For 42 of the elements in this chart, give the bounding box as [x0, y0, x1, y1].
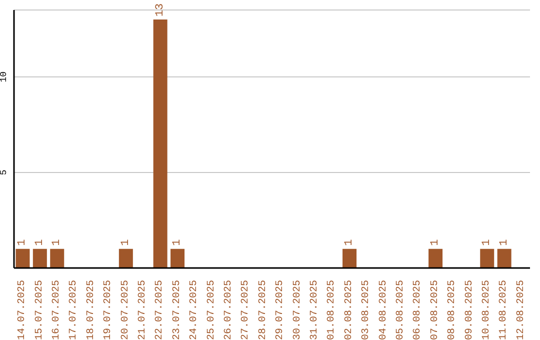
x-tick-label: 25.07.2025	[206, 280, 218, 340]
y-tick-label: 10	[0, 71, 9, 82]
x-tick-label: 23.07.2025	[172, 280, 183, 340]
x-tick-label: 09.08.2025	[464, 280, 476, 340]
x-tick-label: 10.08.2025	[482, 280, 492, 340]
x-tick-label: 15.07.2025	[34, 280, 46, 340]
x-tick-label: 16.07.2025	[52, 280, 62, 340]
data-label: 1	[172, 238, 184, 246]
x-tick-label: 02.08.2025	[344, 280, 355, 340]
data-label: 1	[120, 238, 132, 246]
data-label: 1	[51, 238, 64, 246]
x-tick-label: 12.08.2025	[516, 280, 527, 340]
data-label: 13	[154, 3, 166, 17]
x-tick-label: 08.08.2025	[447, 280, 458, 340]
x-tick-label: 04.08.2025	[378, 280, 390, 340]
x-tick-label: 31.07.2025	[310, 280, 320, 340]
x-tick-label: 22.07.2025	[154, 280, 166, 340]
x-tick-label: 21.07.2025	[138, 280, 148, 340]
x-tick-label: 11.08.2025	[498, 280, 510, 340]
x-tick-label: 17.07.2025	[68, 280, 80, 340]
x-tick-label: 19.07.2025	[103, 280, 114, 340]
data-label: 1	[481, 238, 494, 246]
x-tick-label: 07.08.2025	[430, 280, 441, 340]
data-label: 1	[498, 238, 510, 246]
x-tick-label: 28.07.2025	[258, 280, 269, 340]
x-tick-label: 29.07.2025	[275, 280, 286, 340]
x-tick-label: 03.08.2025	[361, 280, 372, 340]
x-tick-label: 20.07.2025	[120, 280, 132, 340]
x-tick-label: 05.08.2025	[396, 280, 406, 340]
x-tick-label: 06.08.2025	[412, 280, 424, 340]
data-label: 1	[34, 238, 46, 246]
x-tick-label: 30.07.2025	[292, 280, 304, 340]
x-tick-label: 26.07.2025	[224, 280, 234, 340]
x-tick-label: 01.08.2025	[326, 280, 338, 340]
data-label: 1	[344, 238, 356, 246]
x-tick-label: 14.07.2025	[17, 280, 28, 340]
data-label: 1	[430, 238, 442, 246]
x-tick-label: 27.07.2025	[240, 280, 252, 340]
y-tick-label: 5	[0, 170, 9, 176]
data-label: 1	[16, 238, 29, 246]
x-tick-label: 24.07.2025	[189, 280, 200, 340]
x-tick-label: 18.07.2025	[86, 280, 97, 340]
